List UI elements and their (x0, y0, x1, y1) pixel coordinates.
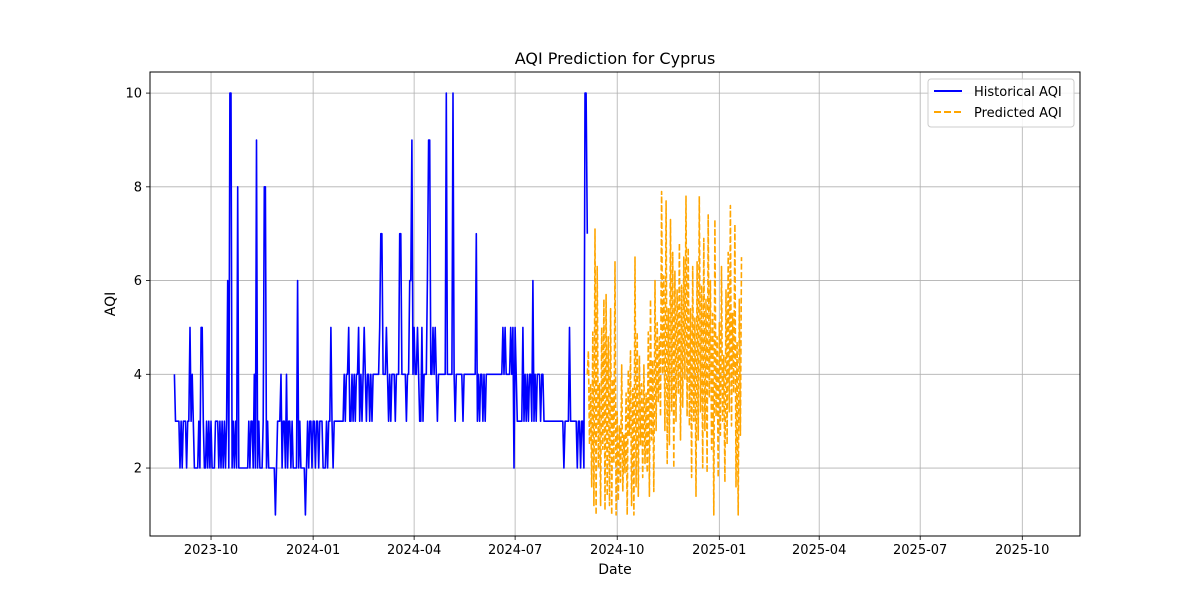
series-layer (173, 92, 743, 516)
legend-box (927, 78, 1075, 128)
series-line-historical (173, 92, 589, 516)
y-axis-label: AQI (103, 292, 119, 316)
legend-label-historical: Historical AQI (974, 85, 1062, 100)
x-tick-label: 2024-01 (286, 543, 340, 558)
series-line-predicted (586, 190, 743, 516)
x-tick-label: 2024-07 (488, 543, 542, 558)
x-tick-label: 2025-10 (995, 543, 1049, 558)
y-tick-label: 4 (134, 368, 142, 383)
x-tick-label: 2024-04 (387, 543, 441, 558)
y-tick-label: 10 (125, 87, 142, 102)
x-tick-label: 2023-10 (184, 543, 238, 558)
y-axis-ticks: 2 4 6 8 10 (125, 87, 150, 477)
x-axis-ticks: 2023-10 2024-01 2024-04 2024-07 2024-10 2025-… (184, 536, 1049, 558)
plot-frame (149, 71, 1081, 537)
legend-label-predicted: Predicted AQI (974, 106, 1062, 121)
x-tick-label: 2025-04 (792, 543, 846, 558)
x-tick-label: 2025-01 (692, 543, 746, 558)
y-tick-label: 6 (134, 274, 142, 289)
y-tick-label: 8 (134, 180, 142, 195)
y-tick-label: 2 (134, 462, 142, 477)
chart-title: AQI Prediction for Cyprus (515, 49, 716, 68)
legend: Historical AQI Predicted AQI (927, 78, 1075, 128)
x-tick-label: 2025-07 (893, 543, 947, 558)
x-tick-label: 2024-10 (590, 543, 644, 558)
x-axis-label: Date (598, 562, 631, 578)
